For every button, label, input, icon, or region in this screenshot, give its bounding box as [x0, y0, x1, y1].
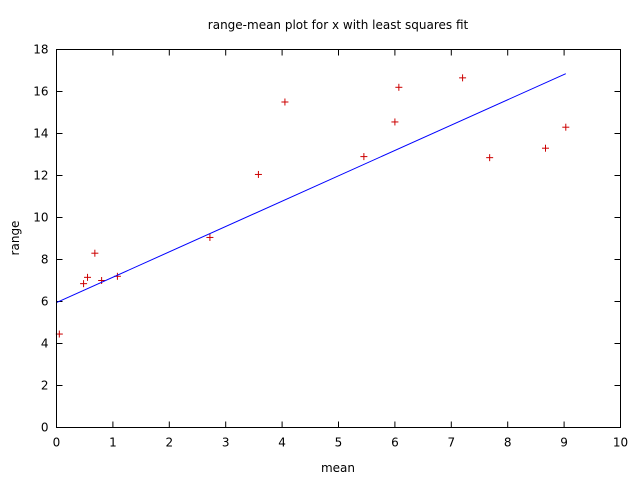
data-point [541, 144, 549, 152]
x-tick-label: 1 [109, 436, 117, 450]
y-axis-label: range [8, 221, 22, 256]
x-tick-label: 7 [447, 436, 455, 450]
y-tick-label: 18 [33, 43, 48, 57]
least-squares-fit-line [56, 73, 566, 304]
data-point [98, 277, 106, 284]
plot-marks [55, 73, 570, 338]
x-tick-label: 3 [222, 436, 230, 450]
y-tick-label: 4 [41, 337, 49, 351]
y-tick-label: 14 [33, 127, 48, 141]
data-point [459, 74, 467, 82]
data-point [395, 83, 403, 91]
y-tick-label: 12 [33, 169, 48, 183]
data-point [80, 280, 88, 288]
x-tick-label: 6 [391, 436, 399, 450]
y-tick-label: 6 [41, 295, 49, 309]
y-tick-label: 0 [41, 421, 49, 435]
y-tick-label: 2 [41, 379, 49, 393]
y-tick-label: 16 [33, 85, 48, 99]
x-axis-label: mean [321, 461, 355, 475]
data-point [206, 233, 214, 241]
data-point [254, 170, 262, 178]
plot-frame [56, 49, 621, 428]
x-axis-ticks: 0 1 2 3 4 5 6 7 8 9 10 [53, 49, 628, 450]
x-tick-label: 5 [335, 436, 343, 450]
y-axis-ticks: 0 2 4 6 8 10 12 14 16 18 [33, 43, 621, 435]
data-point [360, 153, 368, 161]
y-tick-label: 8 [41, 253, 49, 267]
x-tick-label: 10 [613, 436, 628, 450]
x-tick-label: 0 [53, 436, 61, 450]
x-tick-label: 2 [165, 436, 173, 450]
data-point [84, 273, 92, 281]
x-tick-label: 8 [504, 436, 512, 450]
chart-title: range-mean plot for x with least squares… [208, 18, 469, 32]
y-tick-label: 10 [33, 211, 48, 225]
x-tick-label: 9 [560, 436, 568, 450]
data-point [391, 118, 399, 126]
data-point [562, 123, 570, 131]
data-point [91, 249, 99, 257]
data-point [486, 154, 494, 162]
data-point [281, 98, 289, 106]
x-tick-label: 4 [278, 436, 286, 450]
